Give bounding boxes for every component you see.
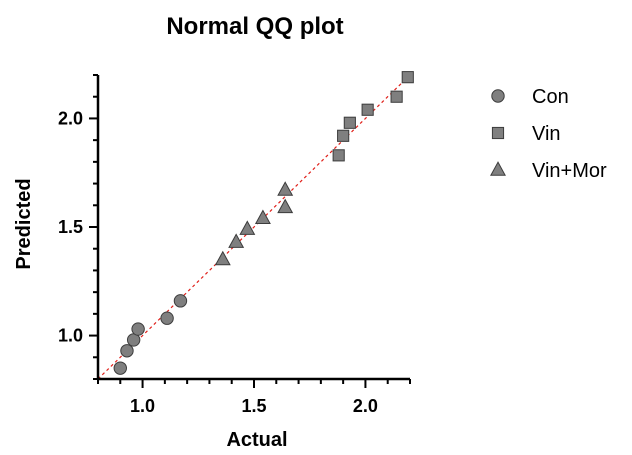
legend-item: Vin+Mor <box>490 160 607 182</box>
data-point-circle <box>131 322 145 336</box>
legend-marker-square <box>491 126 505 140</box>
data-point-square <box>332 149 345 162</box>
data-point-circle <box>120 344 134 358</box>
reference-line <box>97 74 411 380</box>
y-tick-label: 2.0 <box>58 108 83 128</box>
data-point-triangle <box>214 250 231 266</box>
x-tick-label: 2.0 <box>353 396 378 416</box>
data-point-square <box>401 71 414 84</box>
data-point-triangle <box>239 220 256 235</box>
data-point-square <box>361 103 374 116</box>
x-axis-label: Actual <box>226 429 287 451</box>
data-point-circle <box>113 361 127 375</box>
x-tick-label: 1.0 <box>130 396 155 416</box>
data-point-triangle <box>277 181 294 196</box>
y-tick-label: 1.5 <box>58 217 83 237</box>
legend-label: Vin+Mor <box>532 160 607 182</box>
data-point-circle <box>173 294 188 308</box>
y-tick-label: 1.0 <box>58 326 83 346</box>
legend-marker-triangle <box>490 161 506 176</box>
chart-title: Normal QQ plot <box>166 13 343 40</box>
legend-label: Vin <box>532 123 561 145</box>
legend-label: Con <box>532 86 569 108</box>
y-axis-label: Predicted <box>13 178 35 269</box>
plot-area: 1.0 1.5 2.0 1.0 1.5 2.0 <box>58 71 414 416</box>
data-point-square <box>337 129 350 142</box>
data-point-triangle <box>254 209 271 225</box>
data-point-square <box>343 116 356 129</box>
legend-item: Con <box>491 86 569 108</box>
legend: Con Vin Vin+Mor <box>490 86 607 182</box>
legend-marker-circle <box>491 89 505 103</box>
x-tick-label: 1.5 <box>241 396 266 416</box>
data-point-square <box>390 90 403 103</box>
data-point-circle <box>160 311 174 325</box>
data-point-triangle <box>228 233 245 248</box>
data-point-triangle <box>277 198 294 214</box>
legend-item: Vin <box>491 123 561 145</box>
